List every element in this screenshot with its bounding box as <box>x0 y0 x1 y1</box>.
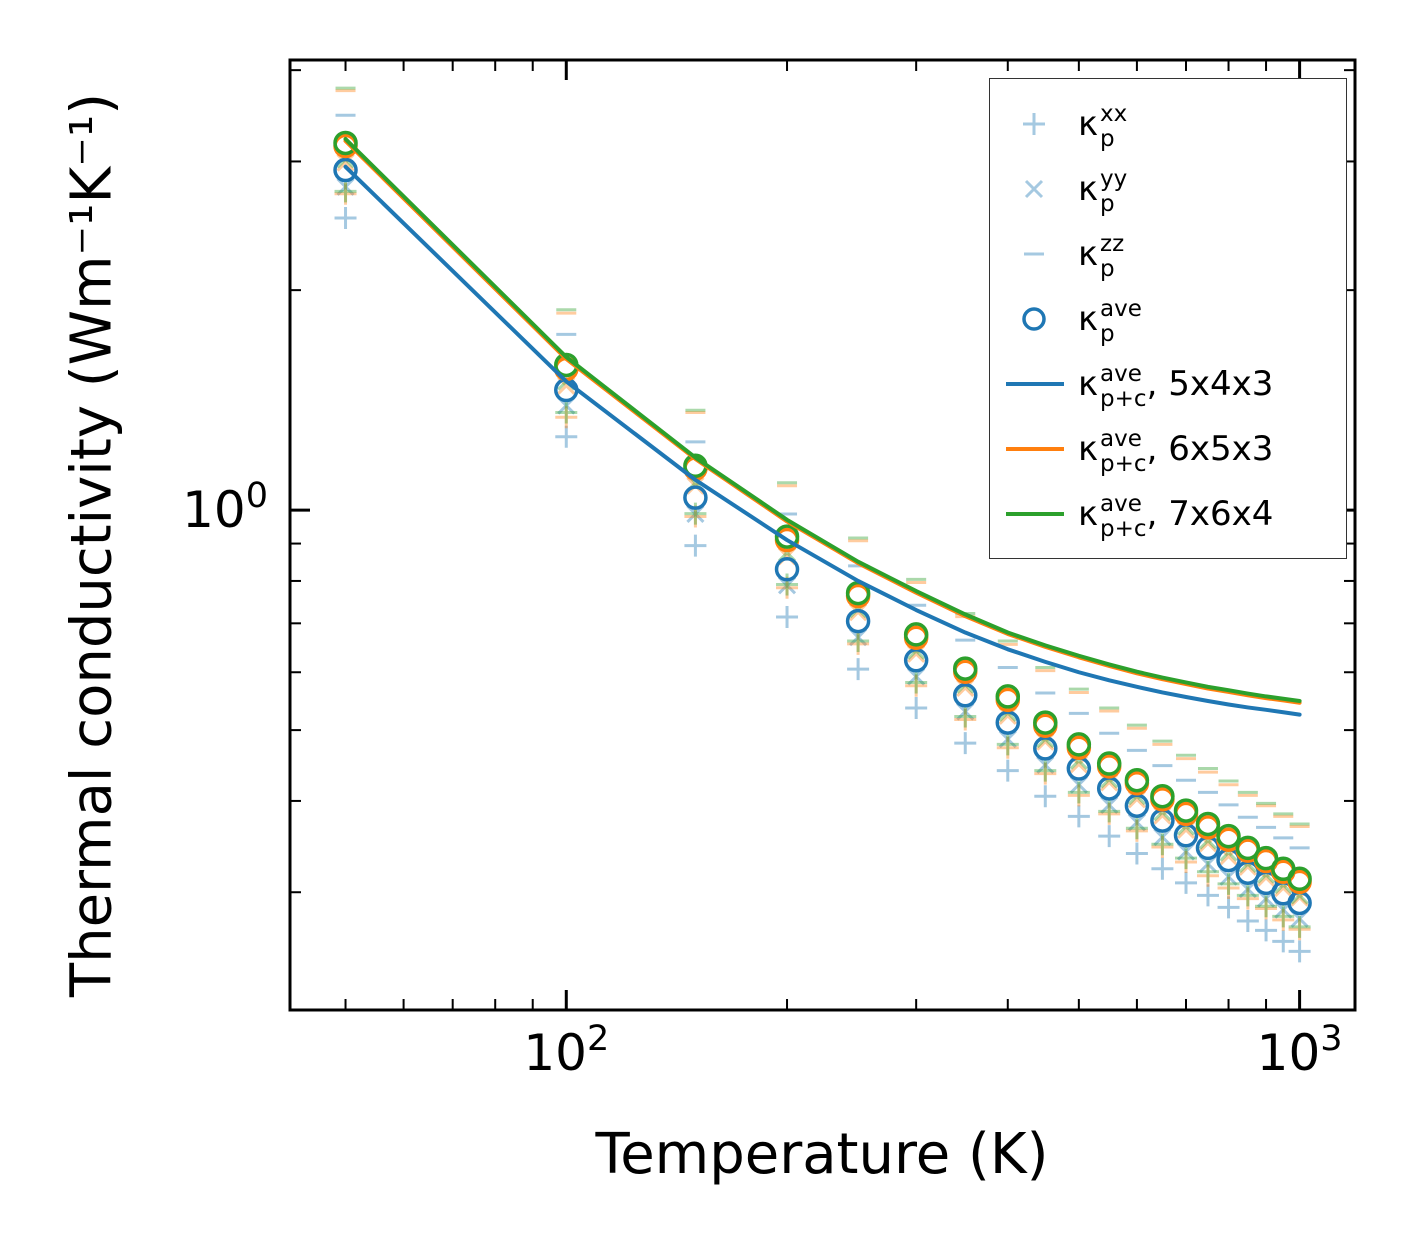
legend-item-kappa-pc-ave-5x4x3: κ ave p+c, 5x4x3 <box>1004 351 1338 416</box>
subscript-superscript-stack: ave p <box>1100 296 1142 347</box>
series-kappa-p-xx-5x4x3 <box>334 207 1311 963</box>
x-tick-label-10e2: 102 <box>523 1019 610 1082</box>
legend-item-label: κ xx p <box>1078 101 1128 152</box>
legend-item-kappa-p-xx: κ xx p <box>1004 91 1338 156</box>
legend-item-label: κ ave p+c, 5x4x3 <box>1078 361 1274 412</box>
legend-item-kappa-p-yy: κ yy p <box>1004 156 1338 221</box>
series-kappa-p-xx-7x6x4 <box>334 180 1311 938</box>
x-axis-label: Temperature (K) <box>595 1122 1049 1187</box>
series-kappa-p-zz-5x4x3 <box>335 113 1310 850</box>
plot-border <box>288 58 1357 1012</box>
line-marker-icon <box>1006 446 1064 451</box>
legend-item-kappa-p-zz: κ zz p <box>1004 221 1338 286</box>
line-marker-icon <box>1006 511 1064 516</box>
legend-item-kappa-p-ave: κ ave p <box>1004 286 1338 351</box>
x-tick-label-10e3: 103 <box>1256 1019 1343 1082</box>
dash-marker-icon <box>1024 252 1044 255</box>
legend-item-label: κ ave p+c, 6x5x3 <box>1078 426 1274 477</box>
series-kappa-pc-ave-5x4x3 <box>343 164 1302 717</box>
series-kappa-pc-ave-7x6x4 <box>343 136 1302 704</box>
legend: κ xx p κ yy p κ zz p κ ave p κ ave p+c, 5x4x3 κ ave p+c, … <box>989 78 1347 559</box>
series-kappa-p-zz-6x5x3 <box>335 89 1310 829</box>
legend-item-label: κ ave p+c, 7x6x4 <box>1078 491 1274 542</box>
series-kappa-p-yy-5x4x3 <box>336 177 1309 928</box>
subscript-superscript-stack: yy p <box>1100 166 1128 217</box>
x-marker-icon <box>1024 179 1044 198</box>
y-tick-label-10e0: 100 <box>182 476 268 540</box>
axis-ticks <box>290 60 1355 1010</box>
legend-item-kappa-pc-ave-7x6x4: κ ave p+c, 7x6x4 <box>1004 481 1338 546</box>
legend-item-label: κ zz p <box>1078 231 1125 282</box>
circle-marker-icon <box>1022 306 1046 331</box>
subscript-superscript-stack: zz p <box>1100 231 1125 282</box>
legend-item-label: κ yy p <box>1078 166 1128 217</box>
subscript-superscript-stack: ave p+c <box>1100 361 1147 412</box>
legend-item-kappa-pc-ave-6x5x3: κ ave p+c, 6x5x3 <box>1004 416 1338 481</box>
series-kappa-p-ave-7x6x4 <box>333 130 1312 892</box>
legend-item-label: κ ave p <box>1078 296 1142 347</box>
line-marker-icon <box>1006 381 1064 386</box>
subscript-superscript-stack: ave p+c <box>1100 491 1147 542</box>
series-kappa-p-zz-7x6x4 <box>335 86 1310 826</box>
series-kappa-p-xx-6x5x3 <box>334 182 1311 941</box>
subscript-superscript-stack: xx p <box>1100 101 1128 152</box>
plus-marker-icon <box>1023 112 1045 135</box>
series-kappa-p-ave-5x4x3 <box>333 157 1312 916</box>
subscript-superscript-stack: ave p+c <box>1100 426 1147 477</box>
y-axis-label: Thermal conductivity (Wm⁻¹K⁻¹) <box>59 92 125 998</box>
